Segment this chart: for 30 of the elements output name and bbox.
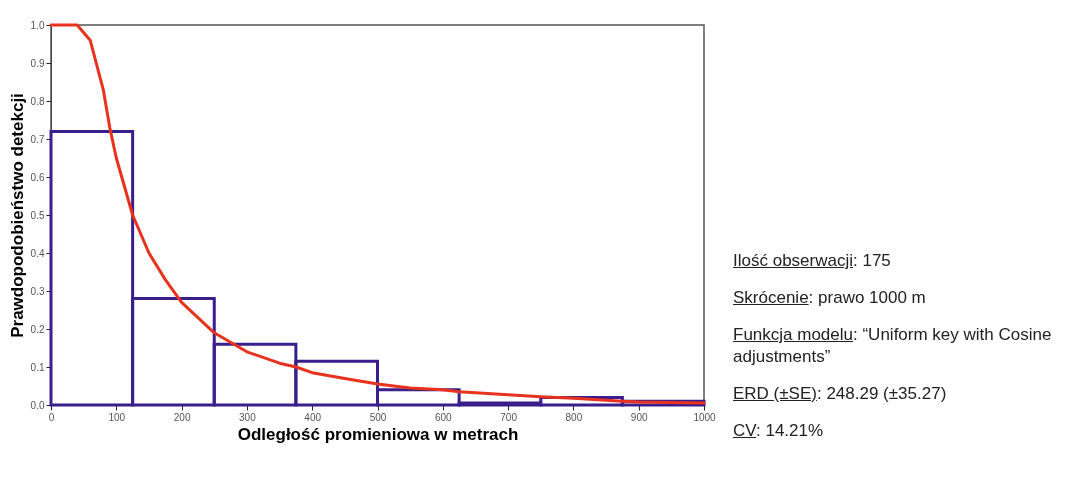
x-tick-label: 200	[173, 411, 191, 423]
y-tick-label: 0.3	[30, 285, 45, 297]
x-tick-label: 300	[239, 411, 257, 423]
line-series	[49, 23, 706, 405]
x-tick-label: 600	[434, 411, 453, 423]
x-axis-title: Odległość promieniowa w metrach	[237, 424, 519, 444]
y-tick-label: 0.8	[30, 95, 45, 107]
y-tick-label: 0.9	[30, 57, 45, 69]
y-tick-label: 0.1	[30, 361, 45, 373]
y-tick-label: 0.4	[30, 247, 45, 259]
x-tick-label: 700	[500, 411, 518, 423]
y-tick-label: 0.6	[30, 171, 45, 183]
y-axis-title: Prawdopodobieństwo detekcji	[7, 93, 27, 338]
x-tick-label: 400	[304, 411, 322, 423]
y-tick-label: 0.5	[30, 209, 45, 221]
text: CV: 14.21%	[733, 420, 825, 442]
x-tick-label: 500	[369, 411, 387, 423]
x-tick-label: 800	[565, 411, 583, 423]
y-tick-label: 1.0	[30, 19, 45, 31]
text: ERD (±SE): 248.29 (±35.27)	[733, 383, 948, 405]
x-tick-label: 1000	[693, 411, 717, 423]
text: Ilość obserwacji: 175	[733, 250, 892, 272]
x-tick-label: 100	[108, 411, 126, 423]
text: Skrócenie: prawo 1000 m	[733, 287, 927, 309]
x-tick-label: 0	[48, 411, 55, 423]
y-tick-label: 0.0	[30, 399, 45, 411]
y-tick-label: 0.2	[30, 323, 45, 335]
text: Funkcja modelu: “Uniform key with Cosine adjustments”	[733, 325, 1052, 366]
x-tick-label: 900	[630, 411, 648, 423]
y-tick-label: 0.7	[30, 133, 45, 145]
